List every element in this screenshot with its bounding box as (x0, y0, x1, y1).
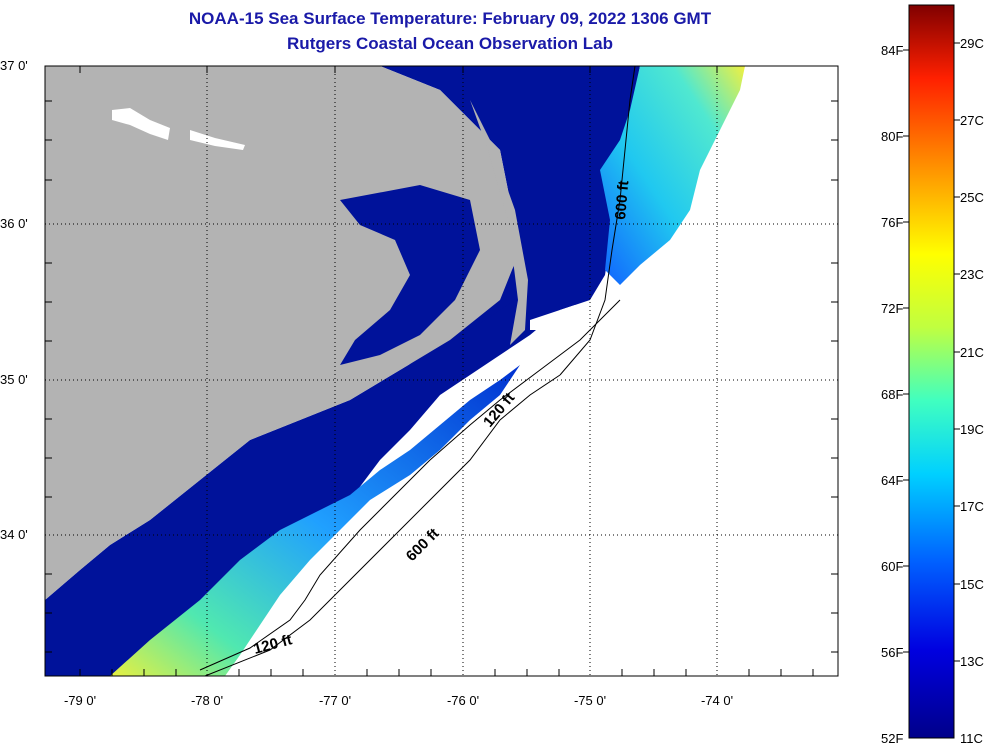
lake-left (112, 108, 170, 140)
map-title: NOAA-15 Sea Surface Temperature: Februar… (188, 9, 712, 28)
cb-f-68: 68F (881, 387, 904, 402)
lon-label-74: -74 0' (700, 693, 734, 708)
lon-label-75: -75 0' (573, 693, 607, 708)
cb-c-25: 25C (960, 190, 984, 205)
contour-600-north (559, 65, 636, 376)
land-sound-cut (340, 185, 480, 365)
lake-right (190, 130, 245, 150)
contour-label-600-north: 600 ft (612, 180, 632, 221)
ocean-cold (45, 66, 640, 676)
contour-120-south (199, 299, 621, 671)
barrier-island (470, 100, 528, 345)
cb-f-56: 56F (881, 645, 904, 660)
cloud-cape (530, 305, 580, 330)
lat-label-37: 37 0' (0, 58, 28, 73)
cb-c-11: 11C (960, 731, 983, 746)
lon-label-78: -78 0' (190, 693, 224, 708)
lat-label-35: 35 0' (0, 372, 28, 387)
south-plume (110, 365, 520, 676)
map-subtitle: Rutgers Coastal Ocean Observation Lab (287, 34, 613, 53)
lat-label-34: 34 0' (0, 527, 28, 542)
cb-f-80: 80F (881, 129, 904, 144)
cb-f-52: 52F (881, 731, 904, 746)
cb-f-76: 76F (881, 215, 904, 230)
cb-c-15: 15C (960, 577, 984, 592)
grid-lines (45, 66, 838, 676)
colorbar-ticks (903, 42, 960, 662)
ticks (45, 66, 838, 676)
cb-f-84: 84F (881, 43, 904, 58)
contour-600-south (204, 374, 561, 677)
map-frame (44, 65, 839, 677)
cb-c-29: 29C (960, 36, 984, 51)
cb-c-27: 27C (960, 113, 984, 128)
cb-c-17: 17C (960, 499, 984, 514)
lat-label-36: 36 0' (0, 216, 28, 231)
colorbar (908, 4, 955, 739)
cb-f-72: 72F (881, 301, 904, 316)
cb-f-64: 64F (881, 473, 904, 488)
cb-c-13: 13C (960, 654, 984, 669)
cb-c-21: 21C (960, 345, 984, 360)
lon-label-76: -76 0' (446, 693, 480, 708)
lon-label-79: -79 0' (63, 693, 97, 708)
lon-label-77: -77 0' (318, 693, 352, 708)
north-plume (600, 66, 745, 285)
cb-c-23: 23C (960, 267, 984, 282)
cb-f-60: 60F (881, 559, 904, 574)
cb-c-19: 19C (960, 422, 984, 437)
